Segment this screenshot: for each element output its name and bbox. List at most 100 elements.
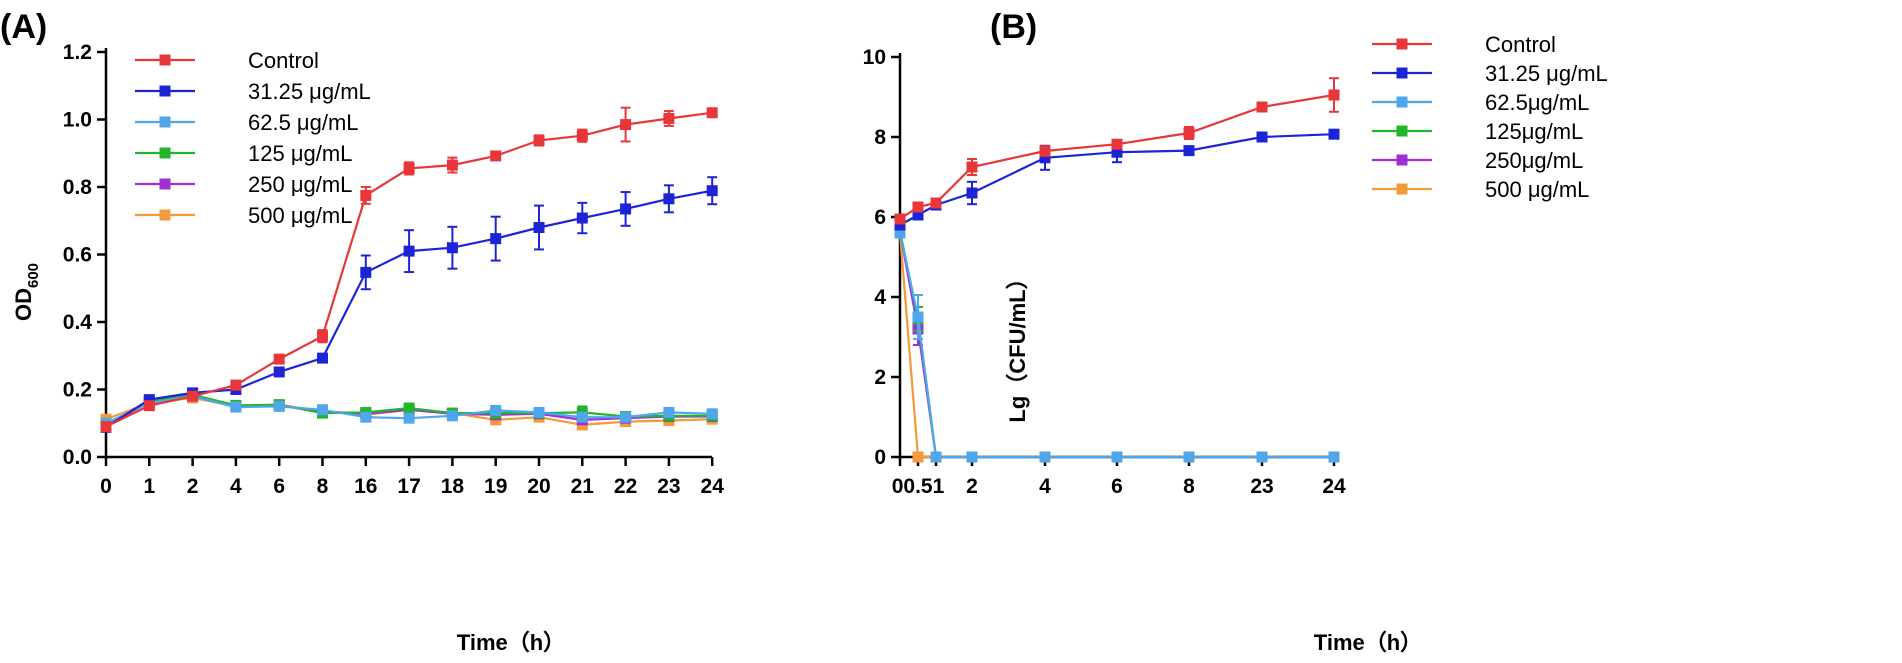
panel-b-x-tick-label: 2 xyxy=(966,475,978,498)
panel-b-x-tick-label: 4 xyxy=(1039,475,1051,498)
panel-a-legend-label: 125 μg/mL xyxy=(248,141,352,166)
panel-a-data-point xyxy=(620,203,632,215)
panel-b-data-point xyxy=(1183,127,1195,139)
panel-a-y-tick-label: 0.0 xyxy=(63,446,92,469)
panel-a-data-point xyxy=(100,421,112,433)
panel-a-x-tick-label: 0 xyxy=(100,475,112,498)
panel-b-series-500 xyxy=(894,227,1340,463)
panel-b-legend-marker xyxy=(1396,183,1408,195)
panel-b-data-point xyxy=(1111,451,1123,463)
panel-b-x-tick-label: 24 xyxy=(1322,475,1346,498)
panel-a-data-point xyxy=(576,130,588,142)
panel-b-x-tick-label: 6 xyxy=(1111,475,1123,498)
panel-a-data-point xyxy=(620,119,632,131)
panel-a-data-point xyxy=(576,212,588,224)
panel-b-data-point xyxy=(1256,131,1268,143)
panel-b-legend-label: 500 μg/mL xyxy=(1485,177,1589,202)
panel-b-series-line xyxy=(898,231,1334,459)
panel-b-series-62.5 xyxy=(894,227,1340,463)
panel-a-data-point xyxy=(360,411,372,423)
panel-a-legend-label: 500 μg/mL xyxy=(248,203,352,228)
panel-a-y-axis-title-main: OD xyxy=(11,288,36,321)
panel-a-data-point xyxy=(490,404,502,416)
panel-a-data-point xyxy=(663,193,675,205)
panel-a-legend-marker xyxy=(159,178,171,190)
panel-a-legend-label: Control xyxy=(248,48,319,73)
panel-a-data-point xyxy=(403,412,415,424)
panel-a-y-tick-label: 0.4 xyxy=(63,311,93,334)
panel-a-data-point xyxy=(230,401,242,413)
panel-a-x-tick-label: 19 xyxy=(484,475,507,498)
panel-a-y-tick-label: 0.8 xyxy=(63,176,93,199)
panel-a-data-point xyxy=(576,411,588,423)
panel-b-y-axis-title: Lg（CFU/mL） xyxy=(1005,267,1030,422)
panel-b-x-tick-label: 00.51 xyxy=(892,475,945,498)
panel-b-legend-marker xyxy=(1396,125,1408,137)
panel-a-data-point xyxy=(317,330,328,342)
panel-b-series-Control xyxy=(894,77,1340,225)
panel-a-x-tick-label: 22 xyxy=(614,475,637,498)
panel-a-x-tick-label: 18 xyxy=(441,475,465,498)
panel-a-legend-marker xyxy=(159,54,171,66)
panel-b-y-axis-title-group: Lg（CFU/mL） xyxy=(1005,267,1030,422)
panel-a-data-point xyxy=(360,266,372,278)
panel-a-series-Control xyxy=(100,106,718,433)
panel-a-legend-label: 62.5 μg/mL xyxy=(248,110,359,135)
panel-a-data-point xyxy=(317,352,328,364)
panel-a-x-tick-label: 23 xyxy=(657,475,680,498)
panel-b-y-tick-label: 2 xyxy=(874,366,886,389)
panel-b-legend-marker xyxy=(1396,38,1408,50)
panel-a-data-point xyxy=(273,400,285,412)
panel-a-data-point xyxy=(663,112,675,124)
panel-a-data-point xyxy=(706,408,718,420)
panel-a-plot: 0.00.20.40.60.81.01.20 1 2 4 6 8 16 17 18 19 20 21 2… xyxy=(63,41,724,498)
panel-a-data-point xyxy=(143,394,155,406)
panel-b-data-point xyxy=(966,161,978,173)
panel-a-data-point xyxy=(490,150,502,162)
panel-a-y-tick-label: 0.2 xyxy=(63,379,92,402)
panel-b-y-tick-label: 4 xyxy=(874,286,886,309)
panel-b-data-point xyxy=(912,209,924,221)
panel-a-data-point xyxy=(273,366,285,378)
panel-a-legend-marker xyxy=(159,85,171,97)
panel-b-data-point xyxy=(1183,451,1195,463)
panel-b-data-point xyxy=(894,213,906,225)
panel-a-x-tick-label: 16 xyxy=(354,475,377,498)
panel-a-x-tick-label: 1 xyxy=(143,475,155,498)
panel-b-data-point xyxy=(912,451,924,463)
panel-b-series-125 xyxy=(894,225,1340,463)
panel-b-label: (B) xyxy=(990,8,1037,46)
panel-b-legend-label: 31.25 μg/mL xyxy=(1485,61,1608,86)
panel-a-data-point xyxy=(706,107,718,119)
panel-b-series-250 xyxy=(894,226,1340,463)
svg-text:OD600: OD600 xyxy=(11,263,42,321)
panel-b-data-point xyxy=(1256,101,1268,113)
panel-a-data-point xyxy=(446,410,458,422)
panel-a-data-point xyxy=(533,222,545,233)
panel-a-data-point xyxy=(273,353,285,365)
panel-a-data-point xyxy=(663,406,675,418)
panel-a-legend-marker xyxy=(159,116,171,128)
panel-a-legend-label: 250 μg/mL xyxy=(248,172,352,197)
panel-a-y-axis-title-subscript: 600 xyxy=(25,263,42,288)
panel-a-x-tick-label: 2 xyxy=(187,475,199,498)
panel-a-data-point xyxy=(403,402,415,414)
panel-b-y-tick-label: 0 xyxy=(874,446,886,469)
panel-b-data-point xyxy=(1328,89,1340,101)
panel-b-legend: Control 31.25 μg/mL 62.5μg/mL 125μg/mL 250μg… xyxy=(1372,32,1608,202)
panel-a-data-point xyxy=(403,245,415,257)
panel-a-data-point xyxy=(533,134,545,146)
panel-a-label: (A) xyxy=(0,8,47,46)
panel-b-data-point xyxy=(1328,128,1340,140)
panel-b-data-point xyxy=(1328,451,1340,463)
panel-a-legend-marker xyxy=(159,209,171,221)
panel-a-data-point xyxy=(446,159,458,171)
panel-a-data-point xyxy=(706,185,718,197)
panel-a-x-tick-label: 17 xyxy=(397,475,420,498)
panel-b-legend-marker xyxy=(1396,154,1408,166)
panel-b-data-point xyxy=(1039,451,1051,463)
panel-b-data-point xyxy=(912,201,924,213)
panel-b-x-axis-title: Time（h） xyxy=(1314,630,1422,655)
